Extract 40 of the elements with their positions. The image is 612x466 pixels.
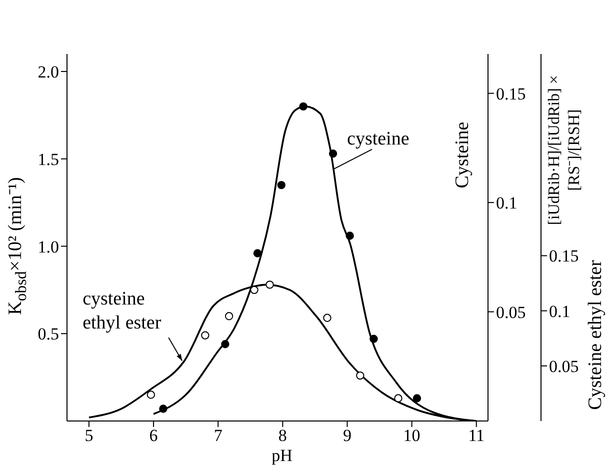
y2-tick-label: 0.1	[496, 194, 518, 213]
x-tick-label: 10	[403, 426, 420, 446]
point	[221, 340, 230, 348]
x-tick-label: 11	[468, 426, 485, 446]
x-axis-title: pH	[272, 446, 292, 466]
y3-tick-label: 0.1	[549, 302, 570, 321]
y3-tick-label: 0.15	[549, 246, 579, 266]
y-tick-label: 2.0	[38, 62, 59, 82]
point	[412, 394, 422, 402]
point	[266, 280, 274, 289]
y3-axis-title: Cysteine ethyl ester	[585, 260, 607, 410]
point	[328, 150, 338, 158]
x-tick-label: 5	[84, 426, 94, 446]
text: [iUdRib·H]/[iUdRib] × [RS⁻]/[RSH]	[545, 74, 584, 227]
x-tick-label: 9	[342, 426, 352, 446]
annotation: cysteine	[347, 128, 410, 150]
x-tick-label: 6	[149, 426, 158, 446]
point	[253, 249, 262, 258]
point	[370, 334, 378, 343]
y-tick-label: 0.5	[38, 324, 59, 344]
point	[277, 180, 286, 190]
point	[394, 394, 402, 402]
point	[159, 404, 168, 413]
y2-tick-label: 0.15	[496, 84, 526, 104]
x-tick-label: 8	[278, 426, 287, 446]
point	[356, 371, 364, 380]
point	[250, 286, 258, 294]
y-tick-label: 1.0	[38, 237, 59, 256]
y2-axis-title: Cysteine	[452, 122, 474, 188]
point	[346, 232, 354, 240]
annotation: cysteine ethyl ester	[82, 288, 162, 334]
x-tick-label: 7	[214, 426, 223, 446]
y2-tick-label: 0.05	[496, 302, 526, 322]
point	[201, 331, 210, 340]
point	[323, 314, 332, 322]
point	[146, 390, 156, 399]
point	[299, 102, 308, 111]
point	[224, 312, 234, 320]
y-tick-label: 1.5	[38, 150, 59, 169]
y3-tick-label: 0.05	[549, 356, 579, 376]
